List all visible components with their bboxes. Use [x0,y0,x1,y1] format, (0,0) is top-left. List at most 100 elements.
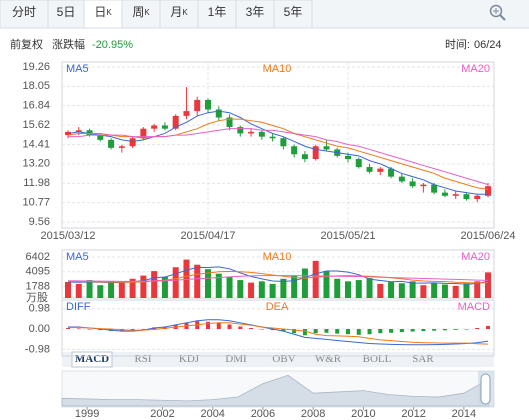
candle-body [86,130,93,136]
tab-text[interactable]: 5年 [284,5,303,19]
x-tick-label: 1999 [75,408,99,420]
candle-body [172,115,179,129]
legend-label: MACD [458,301,490,313]
volume-bar [334,278,341,298]
indicator-tab[interactable]: MACD [75,353,109,365]
legend-label: MA5 [66,63,89,75]
macd-bar [442,329,447,331]
zoom-icon[interactable] [489,4,506,21]
indicator-tab[interactable]: BOLL [363,353,392,365]
macd-bar [87,329,92,330]
y-tick-label: 6402 [26,251,50,263]
tab-text[interactable]: 分时 [12,5,36,19]
macd-bar [227,324,232,330]
y-tick-label: 9.56 [29,216,50,228]
candle-body [269,136,276,139]
tab-label[interactable]: 月K [170,5,188,19]
indicator-tab[interactable]: OBV [272,353,295,365]
tab-label[interactable]: 周K [132,5,150,19]
volume-bar [377,283,384,298]
adjust-label[interactable]: 前复权 [10,37,43,51]
overview-handle[interactable] [480,373,491,405]
tab-text[interactable]: 日 [94,5,106,19]
tab-text[interactable]: 月 [170,5,182,19]
tab-label[interactable]: 3年 [246,5,265,19]
indicator-tab[interactable]: KDJ [179,353,200,365]
y-tick-label: -0.98 [25,343,50,355]
volume-bar [248,282,255,298]
tab-suffix[interactable]: K [106,8,112,17]
volume-bar [226,276,233,298]
tab-suffix[interactable]: K [144,8,150,17]
volume-bar [97,285,104,298]
tab-label[interactable]: 1年 [208,5,227,19]
candle-body [248,131,255,134]
macd-bar [302,329,307,336]
tab-text[interactable]: 5日 [57,5,76,19]
volume-bar [452,285,459,298]
tab-bar [0,0,529,28]
volume-bar [409,281,416,298]
tab-label[interactable]: 5年 [284,5,303,19]
volume-bar [118,282,125,298]
x-tick-label: 2008 [301,408,325,420]
candle-body [151,125,158,129]
volume-bar [431,282,438,298]
y-tick-label: 1788 [26,280,50,292]
time-label: 时间: [445,38,470,51]
macd-bar [475,328,480,330]
x-tick-label: 2004 [200,408,224,420]
candle-body [301,154,308,160]
candle-body [129,138,136,147]
candle-body [280,138,287,147]
tab-text[interactable]: 3年 [246,5,265,19]
x-tick-label: 2002 [150,408,174,420]
volume-bar [194,264,201,298]
tab-label[interactable]: 分时 [12,5,36,19]
indicator-tab[interactable]: RSI [134,353,151,365]
change-label: 涨跌幅 [52,37,85,51]
candle-body [463,194,470,199]
volume-bar [420,285,427,298]
candle-body [474,195,481,199]
tab-label[interactable]: 5日 [57,5,76,19]
tab-label[interactable]: 日K [94,5,112,19]
volume-bar [151,271,158,298]
macd-bar [453,329,458,330]
legend-label: DEA [266,301,289,313]
volume-bar [205,269,211,298]
y-tick-label: 16.84 [22,100,50,112]
macd-bar [367,329,372,335]
indicator-tab[interactable]: DMI [225,353,247,365]
indicator-tab[interactable]: W&R [315,353,342,365]
macd-bar [259,329,264,330]
volume-bar [65,281,71,298]
tab-text[interactable]: 周 [132,5,144,19]
volume-bar [183,259,190,298]
tab[interactable] [273,0,313,29]
macd-bar [270,329,275,331]
legend-label: MA10 [263,251,292,263]
volume-bar [172,267,179,298]
candle-body [398,176,405,182]
candle-body [420,184,427,187]
tab-suffix[interactable]: K [182,8,188,17]
ma-line [67,275,489,282]
candle-body [355,159,362,168]
y-tick-label: 19.26 [22,61,50,73]
tab-text[interactable]: 1年 [208,5,227,19]
x-tick-label: 2015/04/17 [180,230,235,242]
candle-body [441,192,448,196]
macd-bar [356,329,361,335]
macd-bar [141,329,146,330]
macd-bar [238,326,243,330]
volume-bar [388,281,395,298]
volume-bar [291,275,298,298]
macd-bar [98,329,103,331]
macd-bar [389,329,394,333]
indicator-tab[interactable]: SAR [412,353,434,365]
volume-bar [355,280,362,298]
volume-bar [280,278,287,298]
y-tick-label: 18.05 [22,80,50,92]
y-tick-label: 0.00 [29,323,50,335]
